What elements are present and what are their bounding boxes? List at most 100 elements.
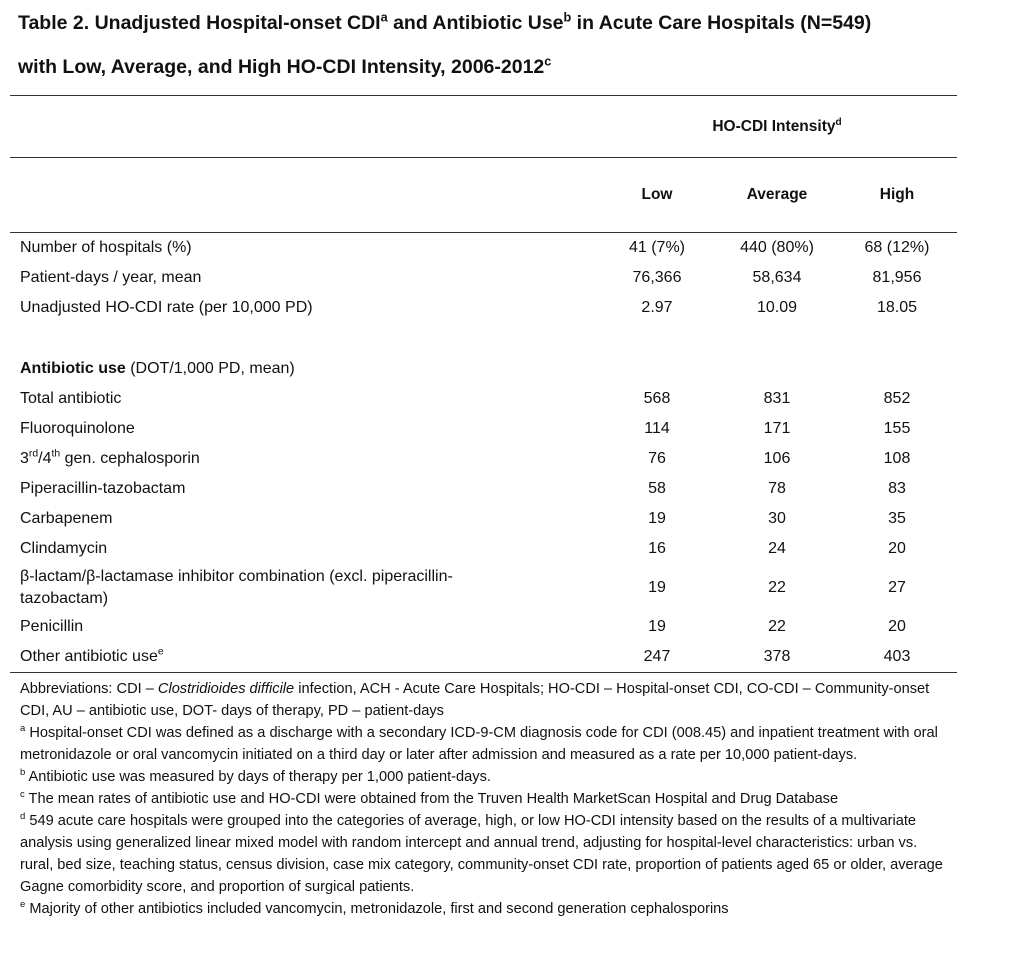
footnote: Abbreviations: CDI – Clostridioides diff… <box>20 678 952 722</box>
column-header: Low <box>597 157 717 233</box>
text-run: gen. cephalosporin <box>60 450 200 467</box>
text-run: c <box>544 54 552 69</box>
table-row: 3rd/4th gen. cephalosporin 76 106 108 <box>10 444 957 474</box>
row-label: Penicillin <box>10 612 597 642</box>
table-row: Clindamycin 16 24 20 <box>10 534 957 564</box>
value-cell: 2.97 <box>641 299 673 316</box>
table-row: Number of hospitals (%) 41 (7%) 440 (80%) 6… <box>10 233 957 264</box>
value-cell: 831 <box>763 390 791 407</box>
text-run: b <box>563 10 572 25</box>
row-label: Patient-days / year, mean <box>10 263 597 293</box>
value-cell: 247 <box>597 642 717 673</box>
value-cell: 10.09 <box>756 299 798 316</box>
label-wrap: Penicillin <box>20 618 83 636</box>
text-run: b <box>20 767 26 779</box>
value-cell: 58,634 <box>752 269 802 286</box>
text-run: d <box>835 116 842 128</box>
label-wrap: Total antibiotic <box>20 390 121 408</box>
text-run: β-lactam/β-lactamase inhibitor combinati… <box>20 568 453 607</box>
value-cell: 30 <box>768 510 786 527</box>
value-cell: 58 <box>648 480 666 497</box>
spacer-row <box>10 323 957 354</box>
row-label: Clindamycin <box>10 534 597 564</box>
label-wrap: Piperacillin-tazobactam <box>20 480 185 498</box>
row-label: Other antibiotic usee <box>10 642 597 673</box>
text-run: rd <box>28 448 39 460</box>
cell <box>10 157 597 233</box>
value-cell: 155 <box>883 420 911 437</box>
label-wrap: 3rd/4th gen. cephalosporin <box>20 448 200 468</box>
text-run: Other antibiotic use <box>20 648 158 665</box>
value-cell: 403 <box>837 642 957 673</box>
group-header-row: HO-CDI Intensityd <box>10 95 957 158</box>
table-row: Unadjusted HO-CDI rate (per 10,000 PD) 2.… <box>10 293 957 323</box>
footnote: a Hospital-onset CDI was defined as a di… <box>20 722 952 766</box>
text-run: Total antibiotic <box>20 390 122 407</box>
row-label: Antibiotic use (DOT/1,000 PD, mean) <box>10 354 957 384</box>
value-cell: 22 <box>768 618 786 635</box>
text-run: Clostridioides difficile <box>157 681 295 697</box>
value-cell: 35 <box>888 510 906 527</box>
text-run: 549 acute care hospitals were grouped in… <box>20 813 943 895</box>
text-run: d <box>20 811 26 823</box>
text-run: e <box>157 646 164 658</box>
value-cell: 19 <box>648 579 666 596</box>
label-wrap: Unadjusted HO-CDI rate (per 10,000 PD) <box>20 299 313 317</box>
title-line: with Low, Average, and High HO-CDI Inten… <box>18 50 1028 94</box>
column-header: Average <box>717 157 837 233</box>
value-cell: 19 <box>648 510 666 527</box>
text-run: Number of hospitals (%) <box>20 239 192 256</box>
table-row: Fluoroquinolone 114 171 155 <box>10 414 957 444</box>
value-cell: 81,956 <box>872 269 922 286</box>
value-cell: 20 <box>888 618 906 635</box>
footnote: d 549 acute care hospitals were grouped … <box>20 810 952 898</box>
label-wrap: Other antibiotic usee <box>20 646 164 666</box>
text-run: Fluoroquinolone <box>20 420 135 437</box>
text-run: a <box>20 723 26 735</box>
value-cell: 106 <box>763 450 791 467</box>
text-run: and Antibiotic Use <box>387 12 564 34</box>
table-row: Other antibiotic usee 247 378 403 <box>10 642 957 673</box>
text-run: HO-CDI Intensity <box>712 117 836 135</box>
text-run: Antibiotic use was measured by days of t… <box>25 769 491 785</box>
cell <box>10 95 597 158</box>
text-run: infection, ACH - Acute Care Hospitals; H… <box>20 681 930 719</box>
value-cell: 114 <box>644 420 670 437</box>
text-run: in Acute Care Hospitals (N=549) <box>571 12 872 34</box>
value-cell: 852 <box>883 390 911 407</box>
label-wrap: Fluoroquinolone <box>20 420 135 438</box>
value-cell: 41 (7%) <box>628 239 686 256</box>
text-run: Majority of other antibiotics included v… <box>25 901 729 917</box>
value-cell: 108 <box>883 450 911 467</box>
row-label: Unadjusted HO-CDI rate (per 10,000 PD) <box>10 293 597 323</box>
row-label: 3rd/4th gen. cephalosporin <box>10 444 597 474</box>
label-wrap: Carbapenem <box>20 510 113 528</box>
label-wrap: β-lactam/β-lactamase inhibitor combinati… <box>20 566 540 610</box>
text-run: Antibiotic use <box>20 360 126 377</box>
text-run: Clindamycin <box>20 540 108 557</box>
value-cell: 22 <box>768 579 786 596</box>
group-header: HO-CDI Intensityd <box>597 95 957 158</box>
row-label: Number of hospitals (%) <box>10 233 597 264</box>
column-header-row: Low Average High <box>10 157 957 233</box>
value-cell: 76 <box>648 450 666 467</box>
table-row: Carbapenem 19 30 35 <box>10 504 957 534</box>
value-cell: 78 <box>768 480 786 497</box>
text-run: with Low, Average, and High HO-CDI Inten… <box>18 56 545 78</box>
value-cell: 171 <box>763 420 791 437</box>
value-cell: 568 <box>643 390 671 407</box>
text-run: Unadjusted HO-CDI rate (per 10,000 PD) <box>20 299 313 316</box>
table-row: Antibiotic use (DOT/1,000 PD, mean) <box>10 354 957 384</box>
text-run: Hospital-onset CDI was defined as a disc… <box>20 725 938 763</box>
table-row: β-lactam/β-lactamase inhibitor combinati… <box>10 564 957 612</box>
row-label: Piperacillin-tazobactam <box>10 474 597 504</box>
text-run: Patient-days / year, mean <box>20 269 202 286</box>
label-wrap: Patient-days / year, mean <box>20 269 201 287</box>
text-run: Table 2. Unadjusted Hospital-onset CDI <box>18 12 381 34</box>
value-cell: 20 <box>888 540 906 557</box>
text-run: The mean rates of antibiotic use and HO-… <box>24 791 839 807</box>
text-run: c <box>20 789 25 801</box>
text-run: th <box>51 448 61 460</box>
column-header: High <box>837 157 957 233</box>
text-run: Piperacillin-tazobactam <box>20 480 186 497</box>
